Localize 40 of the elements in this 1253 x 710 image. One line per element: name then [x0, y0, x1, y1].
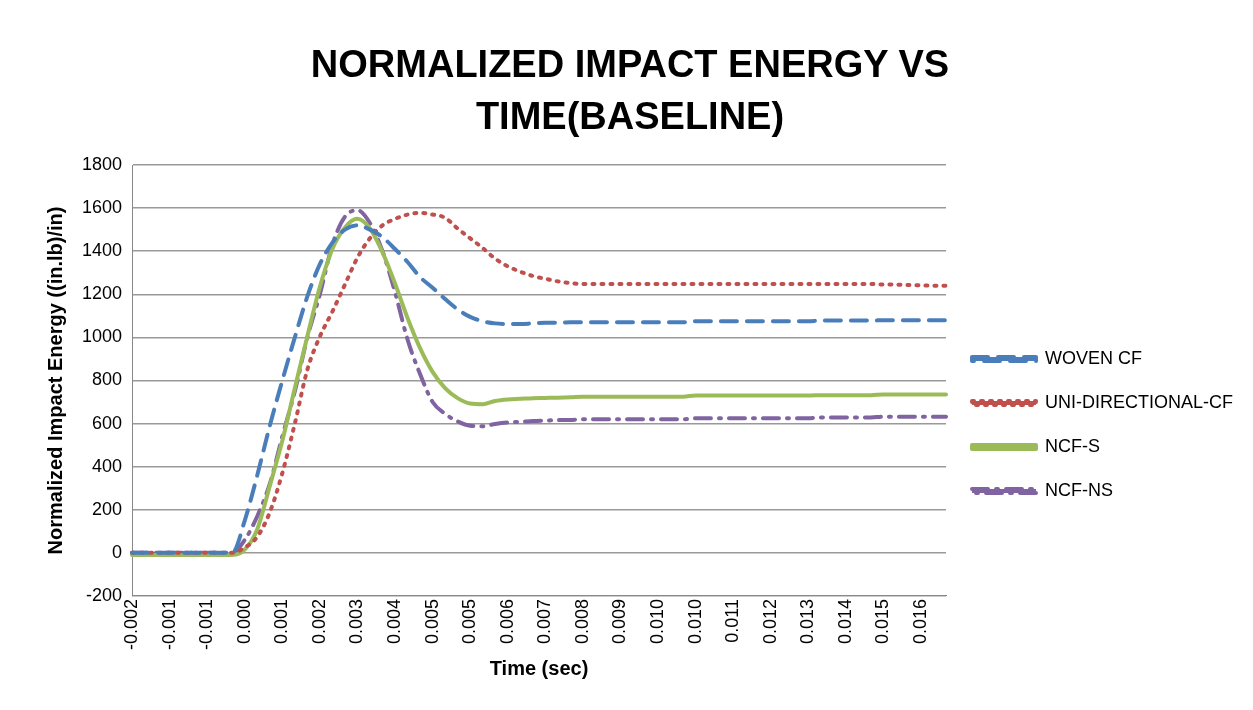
x-tick-label: 0.007 — [534, 598, 555, 645]
x-tick-label: 0.005 — [459, 598, 480, 645]
x-tick-label: 0.012 — [759, 598, 780, 645]
x-tick-label: -0.001 — [158, 598, 179, 651]
y-tick-label: 600 — [92, 412, 123, 433]
y-tick-label: 400 — [92, 455, 123, 476]
x-tick-label: 0.001 — [271, 598, 292, 645]
x-tick-label: 0.000 — [233, 598, 254, 645]
x-tick-label: 0.008 — [571, 598, 592, 645]
y-tick-label: -200 — [86, 584, 123, 605]
x-tick-label: 0.006 — [496, 598, 517, 645]
y-tick-label: 1200 — [82, 283, 123, 304]
legend-label: WOVEN CF — [1045, 347, 1142, 368]
x-tick-label: 0.004 — [383, 598, 404, 645]
chart-title: NORMALIZED IMPACT ENERGY VS TIME(BASELINE) — [309, 42, 951, 139]
x-tick-label: 0.003 — [346, 598, 367, 645]
x-tick-label: 0.005 — [421, 598, 442, 645]
y-tick-label: 800 — [92, 369, 123, 390]
legend-label: NCF-NS — [1045, 479, 1113, 500]
y-tick-label: 1000 — [82, 326, 123, 347]
y-tick-label: 200 — [92, 498, 123, 519]
y-tick-label: 0 — [112, 541, 123, 562]
x-tick-label: 0.002 — [308, 598, 329, 645]
x-tick-label: 0.016 — [909, 598, 930, 645]
x-tick-label: 0.011 — [722, 598, 743, 643]
x-tick-label: 0.010 — [684, 598, 705, 645]
y-axis-title: Normalized Impact Energy ((in.lb)/in) — [43, 206, 66, 555]
legend-label: NCF-S — [1045, 435, 1100, 456]
x-tick-label: -0.001 — [196, 598, 217, 651]
y-tick-label: 1800 — [82, 153, 123, 174]
x-tick-label: 0.009 — [609, 598, 630, 645]
x-axis-title: Time (sec) — [489, 656, 589, 679]
x-tick-label: 0.015 — [872, 598, 893, 645]
x-tick-label: -0.002 — [121, 598, 142, 651]
y-tick-label: 1600 — [82, 197, 123, 218]
x-tick-label: 0.010 — [646, 598, 667, 645]
x-tick-label: 0.013 — [797, 598, 818, 645]
y-tick-label: 1400 — [82, 240, 123, 261]
x-tick-label: 0.014 — [834, 598, 855, 645]
legend-label: UNI-DIRECTIONAL-CF — [1045, 391, 1233, 412]
